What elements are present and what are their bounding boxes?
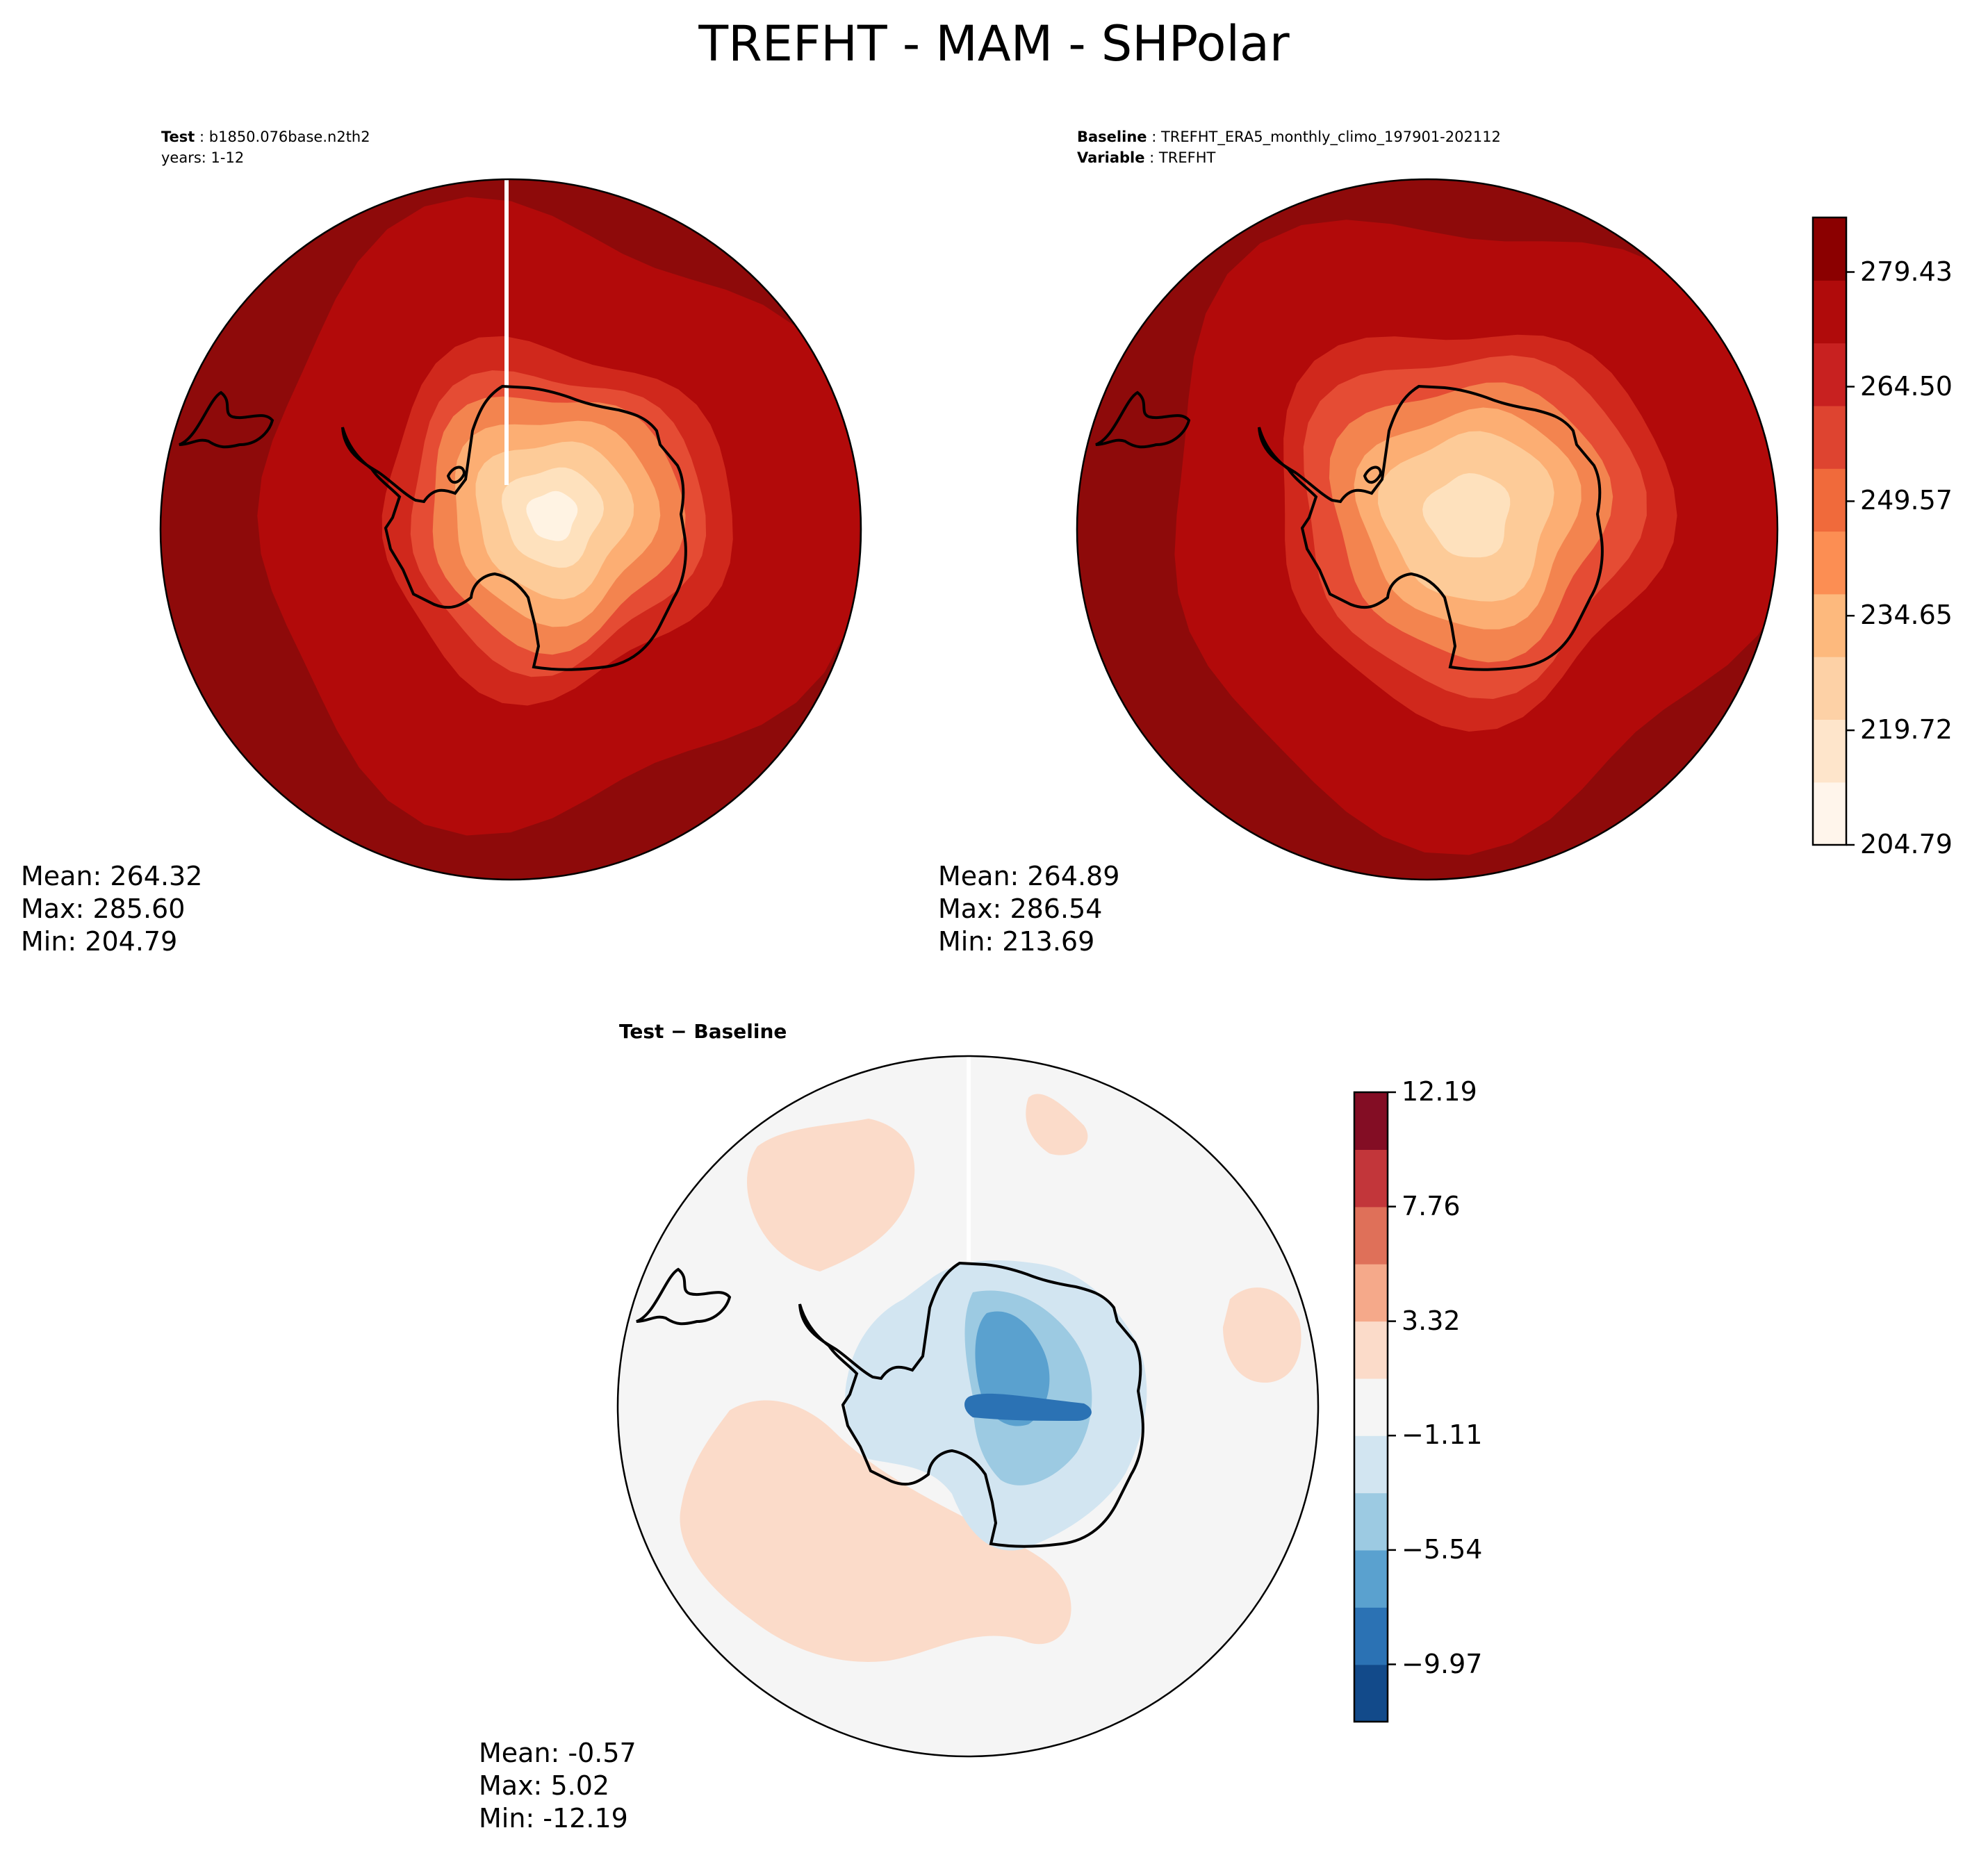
variable-header-label: Variable	[1077, 149, 1145, 166]
absolute-colorbar-block-7	[1813, 343, 1846, 406]
baseline-mean: Mean: 264.89	[938, 861, 1120, 891]
difference-colorbar-tick-label: 3.32	[1402, 1305, 1461, 1336]
test-mean: Mean: 264.32	[21, 861, 203, 891]
difference-colorbar-block-4	[1354, 1435, 1388, 1494]
absolute-colorbar-block-9	[1813, 217, 1846, 281]
test-header: Test : b1850.076base.n2th2 years: 1-12	[161, 126, 370, 168]
absolute-colorbar-block-0	[1813, 782, 1846, 846]
absolute-colorbar-tick-label: 204.79	[1860, 829, 1953, 859]
difference-south-america-coast	[636, 1267, 732, 1326]
difference-decorations	[616, 1055, 1320, 1758]
difference-max: Max: 5.02	[479, 1770, 610, 1801]
difference-missing-meridian	[967, 1056, 971, 1265]
difference-colorbar-tick-label: −5.54	[1402, 1533, 1483, 1565]
difference-mean: Mean: -0.57	[479, 1738, 636, 1768]
difference-subtitle: Test − Baseline	[619, 1020, 787, 1043]
difference-colorbar-block-8	[1354, 1206, 1388, 1265]
test-header-label: Test	[161, 129, 195, 145]
variable-header-value: TREFHT	[1158, 149, 1216, 166]
absolute-colorbar-block-1	[1813, 719, 1846, 783]
baseline-map	[1077, 179, 1777, 880]
baseline-header: Baseline : TREFHT_ERA5_monthly_climo_197…	[1077, 126, 1501, 168]
baseline-map-boundary	[1076, 178, 1779, 881]
absolute-colorbar-block-2	[1813, 657, 1846, 720]
difference-colorbar	[1353, 1091, 1396, 1723]
difference-warm-anomaly-north	[747, 1119, 915, 1271]
test-stats: Mean: 264.32 Max: 285.60 Min: 204.79	[21, 860, 202, 958]
difference-colorbar-block-3	[1354, 1492, 1388, 1551]
test-header-value: b1850.076base.n2th2	[208, 129, 370, 145]
absolute-colorbar-block-8	[1813, 280, 1846, 344]
absolute-colorbar-tick-label: 264.50	[1860, 370, 1953, 402]
difference-colorbar-block-2	[1354, 1549, 1388, 1608]
difference-min: Min: -12.19	[479, 1803, 628, 1834]
absolute-colorbar-block-5	[1813, 468, 1846, 532]
baseline-header-label: Baseline	[1077, 129, 1147, 145]
baseline-header-sep: :	[1147, 129, 1161, 145]
difference-colorbar-frame	[1353, 1091, 1389, 1723]
test-header-sep: :	[195, 129, 209, 145]
difference-colorbar-block-9	[1354, 1149, 1388, 1208]
difference-colorbar-tick-label: 7.76	[1402, 1190, 1461, 1221]
absolute-colorbar-tick-label: 219.72	[1860, 714, 1953, 746]
absolute-colorbar-block-4	[1813, 531, 1846, 595]
baseline-min: Min: 213.69	[938, 926, 1095, 957]
test-missing-meridian	[504, 179, 509, 485]
baseline-contour-level-7	[1422, 473, 1511, 558]
test-south-america-coast	[179, 390, 274, 449]
difference-colorbar-block-7	[1354, 1264, 1388, 1322]
difference-map	[618, 1056, 1318, 1756]
baseline-decorations	[1076, 178, 1779, 881]
baseline-stats: Mean: 264.89 Max: 286.54 Min: 213.69	[938, 860, 1119, 958]
absolute-colorbar-block-3	[1813, 593, 1846, 657]
test-max: Max: 285.60	[21, 893, 186, 924]
absolute-colorbar-tick-label: 249.57	[1860, 485, 1953, 516]
difference-colorbar-tick-label: 12.19	[1402, 1076, 1477, 1107]
baseline-island-shape	[1363, 466, 1383, 484]
absolute-colorbar-tick-label: 279.43	[1860, 256, 1953, 287]
test-min: Min: 204.79	[21, 926, 178, 957]
difference-map-boundary	[616, 1055, 1320, 1758]
difference-antarctica-coastline	[798, 1261, 1144, 1548]
baseline-max: Max: 286.54	[938, 893, 1103, 924]
variable-header-sep: :	[1144, 149, 1159, 166]
difference-colorbar-tick-label: −1.11	[1402, 1419, 1483, 1451]
difference-colorbar-block-1	[1354, 1607, 1388, 1665]
difference-warm-anomaly-east	[1223, 1287, 1301, 1383]
absolute-colorbar	[1812, 216, 1855, 846]
difference-colorbar-block-6	[1354, 1321, 1388, 1379]
test-contour-level-8	[526, 491, 578, 541]
difference-colorbar-tick-label: −9.97	[1402, 1648, 1483, 1679]
absolute-colorbar-tick-label: 234.65	[1860, 600, 1953, 631]
baseline-south-america-coast	[1095, 390, 1191, 449]
figure-title: TREFHT - MAM - SHPolar	[698, 15, 1290, 72]
absolute-colorbar-frame	[1812, 216, 1848, 846]
test-island-shape	[446, 466, 466, 484]
test-map-boundary	[159, 178, 862, 881]
difference-stats: Mean: -0.57 Max: 5.02 Min: -12.19	[479, 1737, 636, 1835]
test-years: years: 1-12	[161, 149, 245, 166]
difference-colorbar-block-0	[1354, 1664, 1388, 1722]
absolute-colorbar-block-6	[1813, 405, 1846, 469]
test-antarctica-coastline	[341, 384, 687, 671]
difference-cold-anomaly-core	[964, 1393, 1092, 1421]
baseline-header-value: TREFHT_ERA5_monthly_climo_197901-202112	[1160, 129, 1501, 145]
baseline-antarctica-coastline	[1258, 384, 1604, 671]
difference-warm-anomaly-south	[680, 1400, 1071, 1662]
test-map	[161, 179, 861, 880]
difference-colorbar-block-10	[1354, 1092, 1388, 1150]
difference-warm-anomaly-north-east	[1026, 1094, 1088, 1155]
difference-colorbar-block-5	[1354, 1378, 1388, 1436]
test-decorations	[159, 178, 862, 881]
